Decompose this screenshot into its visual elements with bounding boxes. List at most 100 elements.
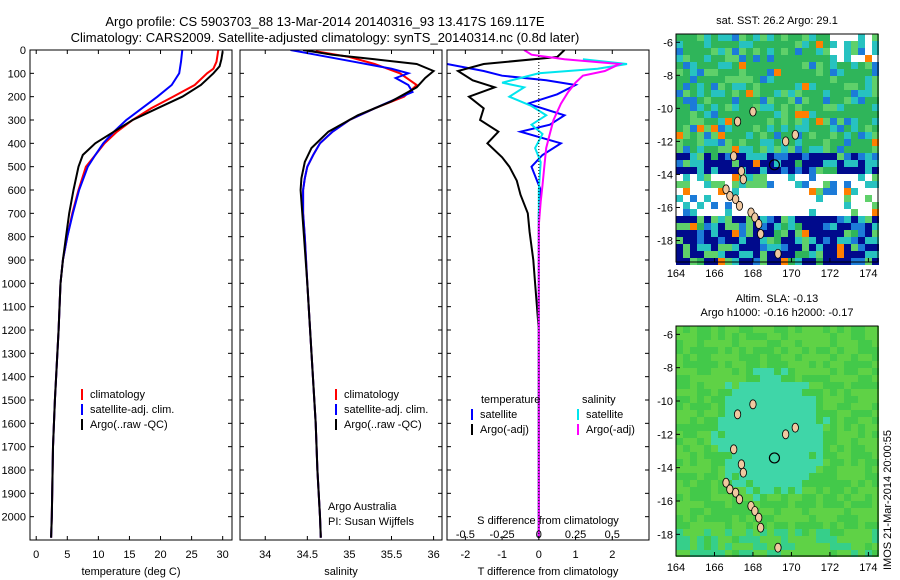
map-cell [739, 326, 746, 333]
map-cell [858, 181, 865, 188]
map-field [676, 326, 879, 557]
map-cell [795, 209, 802, 216]
map-cell [683, 83, 690, 90]
map-cell [837, 487, 844, 494]
map-cell [872, 452, 879, 459]
map-cell [816, 125, 823, 132]
map-cell [704, 202, 711, 209]
map-cell [837, 111, 844, 118]
map-cell [788, 111, 795, 118]
map-cell [718, 424, 725, 431]
map-cell [844, 410, 851, 417]
map-cell [809, 209, 816, 216]
map-cell [683, 104, 690, 111]
map-cell [858, 216, 865, 223]
y-tick-label: 1900 [2, 488, 26, 500]
map-cell [795, 480, 802, 487]
map-cell [809, 48, 816, 55]
map-cell [774, 522, 781, 529]
map-cell [676, 515, 683, 522]
map-cell [851, 424, 858, 431]
map-cell [676, 382, 683, 389]
map-cell [816, 104, 823, 111]
map-cell [718, 417, 725, 424]
map-cell [795, 174, 802, 181]
map-cell [802, 410, 809, 417]
map-cell [746, 536, 753, 543]
map-cell [732, 389, 739, 396]
map-cell [795, 382, 802, 389]
map-cell [760, 125, 767, 132]
map-cell [830, 487, 837, 494]
map-cell [781, 466, 788, 473]
map-cell [697, 480, 704, 487]
map-cell [851, 111, 858, 118]
map-cell [746, 438, 753, 445]
map-cell [676, 230, 683, 237]
map-cell [760, 188, 767, 195]
map-cell [851, 118, 858, 125]
map-cell [837, 48, 844, 55]
map-cell [823, 550, 830, 557]
map-cell [858, 438, 865, 445]
map-cell [739, 118, 746, 125]
map-cell [774, 97, 781, 104]
map-cell [697, 431, 704, 438]
map-cell [690, 90, 697, 97]
map-cell [683, 487, 690, 494]
map-cell [676, 424, 683, 431]
map-cell [844, 41, 851, 48]
map-cell [718, 431, 725, 438]
map-cell [830, 543, 837, 550]
map-cell [725, 368, 732, 375]
map-cell [872, 83, 879, 90]
map-cell [802, 487, 809, 494]
map-cell [844, 251, 851, 258]
map-cell [774, 333, 781, 340]
map-cell [865, 396, 872, 403]
map-cell [718, 361, 725, 368]
map-cell [872, 195, 879, 202]
map-cell [774, 104, 781, 111]
map-cell [711, 452, 718, 459]
map-cell [816, 62, 823, 69]
map-cell [781, 389, 788, 396]
map-cell [795, 202, 802, 209]
map-cell [732, 333, 739, 340]
map-cell [725, 69, 732, 76]
map-cell [872, 62, 879, 69]
map-cell [865, 251, 872, 258]
map-cell [711, 494, 718, 501]
map-cell [676, 445, 683, 452]
map-cell [760, 515, 767, 522]
map-cell [711, 125, 718, 132]
map-cell [851, 543, 858, 550]
map-cell [753, 445, 760, 452]
map-cell [795, 452, 802, 459]
map-cell [760, 76, 767, 83]
map-cell [781, 125, 788, 132]
map-cell [844, 125, 851, 132]
map-cell [830, 132, 837, 139]
map-cell [802, 188, 809, 195]
map-cell [725, 83, 732, 90]
map-cell [858, 361, 865, 368]
map-cell [851, 494, 858, 501]
map-cell [753, 90, 760, 97]
map-cell [844, 543, 851, 550]
map-cell [837, 438, 844, 445]
map-cell [837, 445, 844, 452]
map-cell [774, 389, 781, 396]
map-cell [816, 529, 823, 536]
map-cell [809, 244, 816, 251]
map-cell [795, 90, 802, 97]
map-cell [858, 466, 865, 473]
map-cell [844, 181, 851, 188]
map-cell [760, 382, 767, 389]
map-cell [858, 202, 865, 209]
map-cell [844, 153, 851, 160]
map-cell [788, 76, 795, 83]
map-cell [858, 333, 865, 340]
map-cell [774, 202, 781, 209]
map-cell [676, 452, 683, 459]
